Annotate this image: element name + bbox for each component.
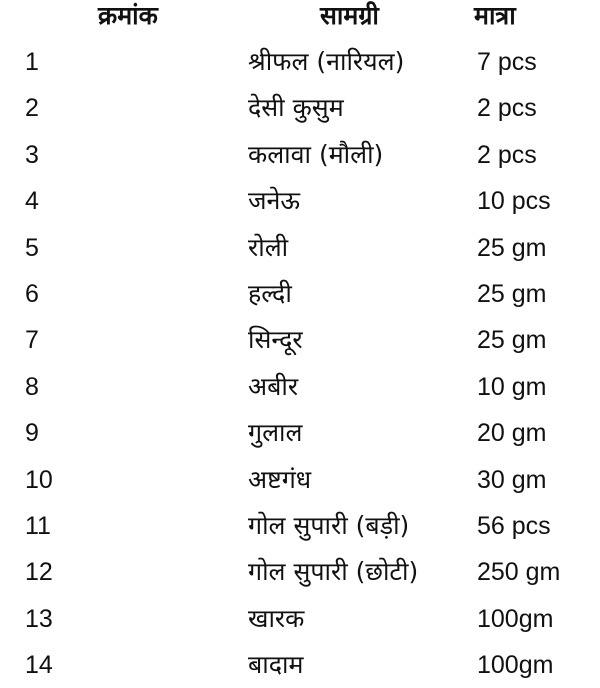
table-row: 14 बादाम 100gm <box>0 642 600 688</box>
quantity-cell: 25 gm <box>477 233 547 262</box>
quantity-cell: 2 pcs <box>477 140 537 169</box>
quantity-cell: 100gm <box>477 604 554 633</box>
serial-cell: 4 <box>25 187 39 216</box>
serial-cell: 9 <box>25 419 39 448</box>
item-cell: अबीर <box>248 371 299 401</box>
table-row: 8 अबीर 10 gm <box>0 364 600 410</box>
quantity-cell: 56 pcs <box>477 512 551 540</box>
serial-cell: 12 <box>25 558 53 587</box>
item-cell: खारक <box>248 603 305 633</box>
serial-cell: 3 <box>25 140 39 169</box>
item-cell: कलावा (मौली) <box>248 139 384 169</box>
serial-cell: 6 <box>25 280 39 308</box>
header-item: सामग्री <box>320 1 379 30</box>
serial-cell: 1 <box>25 48 39 76</box>
quantity-cell: 7 pcs <box>477 48 537 76</box>
quantity-cell: 10 pcs <box>477 187 551 216</box>
item-cell: अष्टगंध <box>248 464 312 494</box>
table-row: 3 कलावा (मौली) 2 pcs <box>0 132 600 178</box>
quantity-cell: 25 gm <box>477 326 547 355</box>
table-row: 6 हल्दी 25 gm <box>0 271 600 317</box>
table-row: 2 देसी कुसुम 2 pcs <box>0 85 600 131</box>
item-cell: रोली <box>248 232 289 262</box>
table-row: 5 रोली 25 gm <box>0 225 600 271</box>
table-row: 13 खारक 100gm <box>0 596 600 642</box>
item-cell: गोल सुपारी (छोटी) <box>248 557 419 587</box>
table-row: 11 गोल सुपारी (बड़ी) 56 pcs <box>0 503 600 549</box>
item-cell: श्रीफल (नारियल) <box>248 47 405 76</box>
quantity-cell: 30 gm <box>477 465 547 494</box>
quantity-cell: 2 pcs <box>477 94 537 123</box>
serial-cell: 8 <box>25 372 39 401</box>
item-cell: गोल सुपारी (बड़ी) <box>248 511 410 540</box>
quantity-cell: 250 gm <box>477 558 561 587</box>
serial-cell: 14 <box>25 651 53 680</box>
serial-cell: 11 <box>25 512 51 540</box>
item-cell: सिन्दूर <box>248 325 303 355</box>
quantity-cell: 100gm <box>477 651 554 680</box>
table-row: 12 गोल सुपारी (छोटी) 250 gm <box>0 549 600 595</box>
header-serial: क्रमांक <box>98 1 158 30</box>
table-row: 9 गुलाल 20 gm <box>0 410 600 456</box>
item-cell: बादाम <box>248 650 304 680</box>
serial-cell: 2 <box>25 94 39 123</box>
quantity-cell: 25 gm <box>477 280 547 308</box>
item-cell: जनेऊ <box>248 186 301 216</box>
serial-cell: 5 <box>25 233 39 262</box>
quantity-cell: 10 gm <box>477 372 547 401</box>
serial-cell: 7 <box>25 326 39 355</box>
table-row: 1 श्रीफल (नारियल) 7 pcs <box>0 39 600 85</box>
quantity-cell: 20 gm <box>477 419 547 448</box>
serial-cell: 13 <box>25 604 53 633</box>
item-cell: हल्दी <box>248 279 292 308</box>
table-row: 7 सिन्दूर 25 gm <box>0 317 600 363</box>
table-row: 10 अष्टगंध 30 gm <box>0 457 600 503</box>
table-row: 4 जनेऊ 10 pcs <box>0 178 600 224</box>
item-cell: देसी कुसुम <box>248 93 344 123</box>
header-quantity: मात्रा <box>474 1 516 30</box>
serial-cell: 10 <box>25 465 53 494</box>
item-cell: गुलाल <box>248 418 303 448</box>
